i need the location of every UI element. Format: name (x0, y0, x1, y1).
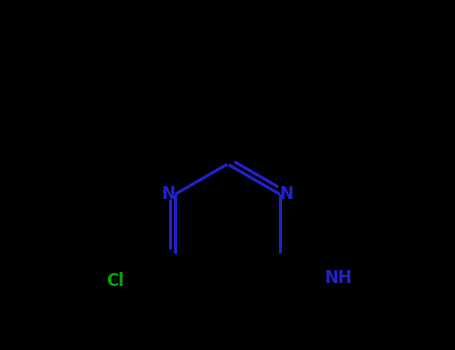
Text: Cl: Cl (106, 272, 124, 289)
Text: N: N (279, 185, 293, 203)
Text: N: N (162, 185, 176, 203)
Text: NH: NH (324, 270, 352, 287)
